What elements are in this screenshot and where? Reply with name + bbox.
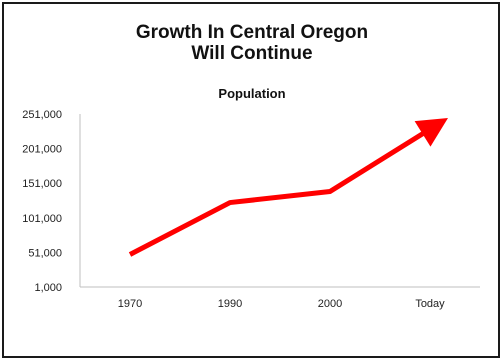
chart-title-line-1: Growth In Central Oregon [135,22,369,43]
y-tick-labels: 1,000 51,000 101,000 151,000 201,000 251,000 [22,109,62,294]
y-tick-label: 1,000 [34,282,62,294]
x-tick-label: Today [415,298,445,310]
y-tick-label: 151,000 [22,178,62,190]
population-line [128,130,426,257]
chart-frame [2,2,500,358]
arrowhead [414,118,448,147]
x-tick-label: 1990 [218,298,242,310]
chart-title-line-2: Will Continue [191,43,313,64]
x-tick-labels: 1970 1990 2000 Today [118,298,445,310]
x-tick-label: 2000 [318,298,342,310]
y-tick-label: 201,000 [22,144,62,156]
chart-title: Growth In Central Oregon Will Continue [0,22,504,64]
x-tick-label: 1970 [118,298,142,310]
y-tick-label: 251,000 [22,109,62,121]
y-tick-label: 101,000 [22,213,62,225]
chart-subtitle: Population [218,86,286,101]
population-series [128,118,448,257]
y-tick-label: 51,000 [28,247,62,259]
